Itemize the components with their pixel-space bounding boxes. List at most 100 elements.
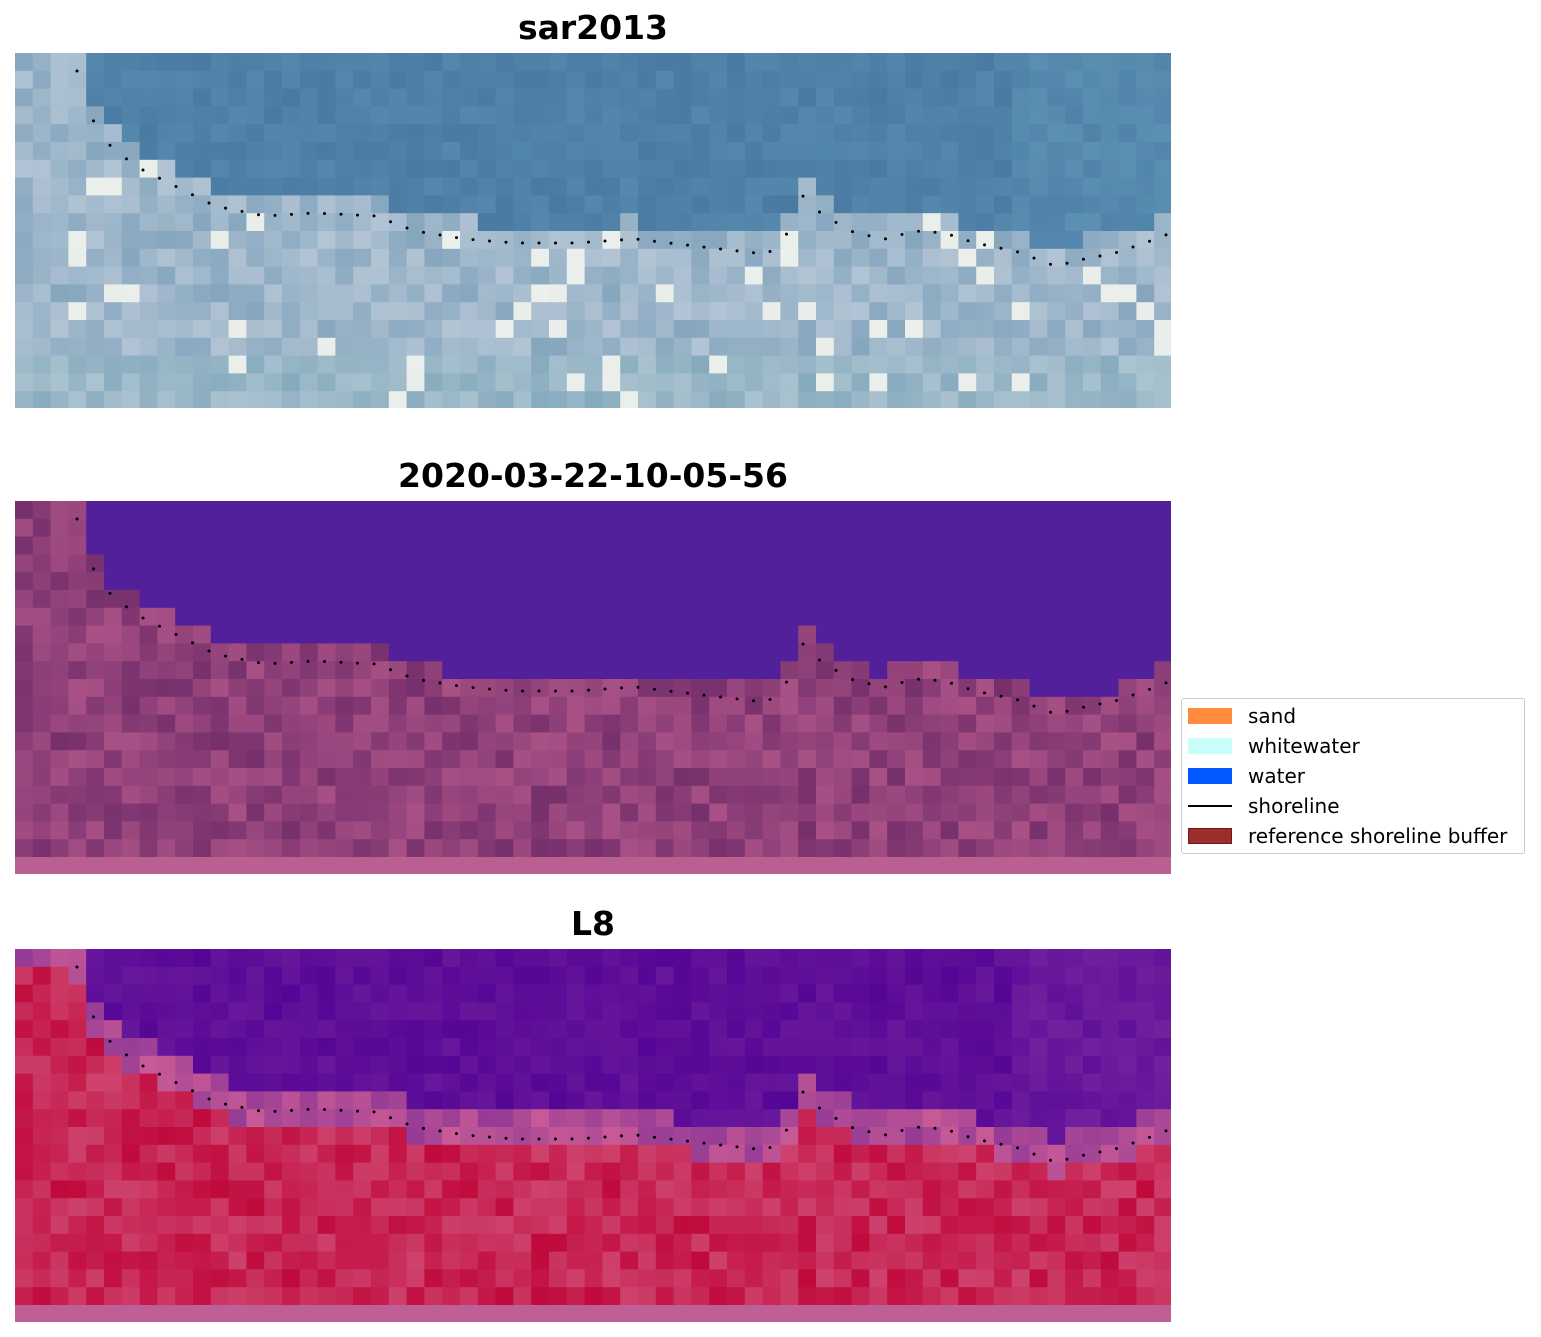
shoreline-point bbox=[818, 1106, 821, 1110]
shoreline-point bbox=[372, 1110, 376, 1114]
legend-label: whitewater bbox=[1248, 734, 1360, 758]
shoreline-point bbox=[75, 69, 79, 73]
shoreline-point bbox=[455, 1132, 458, 1136]
shoreline-point bbox=[950, 681, 953, 685]
shoreline-point bbox=[191, 1089, 194, 1093]
shoreline-point bbox=[1115, 699, 1118, 702]
shoreline-point bbox=[389, 1116, 392, 1120]
shoreline-point bbox=[1131, 245, 1135, 249]
shoreline-point bbox=[620, 238, 623, 242]
shoreline-point bbox=[1115, 1147, 1118, 1150]
shoreline-point bbox=[273, 661, 277, 665]
shoreline-point bbox=[900, 1129, 904, 1132]
shoreline-point bbox=[1016, 698, 1019, 702]
shoreline-point bbox=[917, 229, 920, 233]
shoreline-point bbox=[339, 212, 343, 216]
shoreline-point bbox=[372, 214, 376, 218]
shoreline-point bbox=[653, 687, 656, 691]
shoreline-point bbox=[1131, 693, 1135, 697]
shoreline-point bbox=[389, 220, 392, 224]
shoreline-point bbox=[620, 1134, 623, 1138]
shoreline-point bbox=[603, 239, 607, 243]
shoreline-point bbox=[191, 193, 194, 197]
shoreline-point bbox=[174, 185, 178, 188]
pixel-grid bbox=[15, 949, 1171, 1322]
shoreline-point bbox=[1065, 261, 1069, 265]
shoreline-point bbox=[686, 243, 689, 247]
shoreline-point bbox=[323, 1108, 326, 1111]
shoreline-point bbox=[75, 517, 79, 521]
whitewater-swatch bbox=[1188, 738, 1232, 754]
shoreline-point bbox=[768, 1146, 772, 1149]
shoreline-point bbox=[785, 1128, 788, 1132]
shoreline-line-swatch bbox=[1188, 805, 1232, 807]
shoreline-point bbox=[554, 689, 557, 693]
shoreline-point bbox=[537, 689, 541, 693]
shoreline-point bbox=[1049, 262, 1052, 266]
shoreline-point bbox=[686, 1139, 689, 1143]
shoreline-point bbox=[653, 239, 656, 243]
shoreline-point bbox=[125, 157, 128, 161]
legend-item-whitewater: whitewater bbox=[1188, 734, 1360, 758]
shoreline-point bbox=[141, 168, 145, 172]
shoreline-point bbox=[554, 1137, 557, 1141]
shoreline-point bbox=[983, 691, 986, 695]
shoreline-point bbox=[719, 695, 722, 699]
shoreline-point bbox=[537, 1137, 541, 1141]
shoreline-point bbox=[1164, 1129, 1168, 1133]
shoreline-point bbox=[1049, 710, 1052, 714]
shoreline-point bbox=[620, 686, 623, 690]
shoreline-point bbox=[521, 689, 524, 693]
shoreline-point bbox=[834, 1116, 838, 1120]
shoreline-point bbox=[521, 241, 524, 245]
shoreline-point bbox=[1148, 1135, 1151, 1139]
shoreline-dots bbox=[75, 517, 1168, 714]
shoreline-point bbox=[702, 245, 706, 249]
shoreline-dots bbox=[75, 69, 1168, 266]
shoreline-point bbox=[1098, 702, 1102, 706]
shoreline-point bbox=[653, 1135, 656, 1139]
shoreline-point bbox=[422, 1126, 425, 1130]
legend-item-water: water bbox=[1188, 764, 1305, 788]
buffer-swatch bbox=[1188, 828, 1232, 844]
shoreline-point bbox=[141, 1064, 145, 1068]
shoreline-point bbox=[933, 1126, 937, 1130]
shoreline-point bbox=[1098, 254, 1102, 258]
shoreline-point bbox=[933, 230, 937, 234]
shoreline-point bbox=[570, 1137, 574, 1141]
shoreline-point bbox=[422, 678, 425, 682]
shoreline-point bbox=[273, 213, 277, 217]
shoreline-point bbox=[999, 246, 1003, 250]
shoreline-point bbox=[158, 176, 161, 180]
index-image-panel bbox=[15, 949, 1171, 1322]
shoreline-point bbox=[669, 689, 673, 693]
shoreline-point bbox=[438, 233, 442, 237]
shoreline-point bbox=[1082, 257, 1085, 261]
shoreline-point bbox=[455, 684, 458, 688]
panel-title-l8: L8 bbox=[571, 904, 615, 943]
shoreline-point bbox=[372, 662, 376, 666]
shoreline-point bbox=[834, 220, 838, 224]
shoreline-point bbox=[306, 211, 310, 215]
shoreline-point bbox=[603, 687, 607, 691]
shoreline-point bbox=[356, 1109, 359, 1113]
shoreline-point bbox=[92, 1015, 95, 1019]
shoreline-point bbox=[323, 212, 326, 215]
shoreline-point bbox=[818, 210, 821, 214]
shoreline-point bbox=[158, 1072, 161, 1076]
shoreline-point bbox=[719, 247, 722, 251]
shoreline-point bbox=[884, 1133, 887, 1137]
shoreline-point bbox=[339, 660, 343, 664]
shoreline-point bbox=[669, 1137, 673, 1141]
shoreline-point bbox=[158, 624, 161, 628]
shoreline-point bbox=[702, 693, 706, 697]
shoreline-point bbox=[966, 1135, 970, 1139]
shoreline-point bbox=[438, 1129, 442, 1133]
shoreline-point bbox=[290, 212, 293, 216]
shoreline-point bbox=[983, 243, 986, 247]
shoreline-point bbox=[1148, 239, 1151, 243]
shoreline-point bbox=[174, 633, 178, 636]
shoreline-point bbox=[999, 694, 1003, 698]
sand-swatch bbox=[1188, 708, 1232, 724]
shoreline-point bbox=[1065, 1157, 1069, 1161]
